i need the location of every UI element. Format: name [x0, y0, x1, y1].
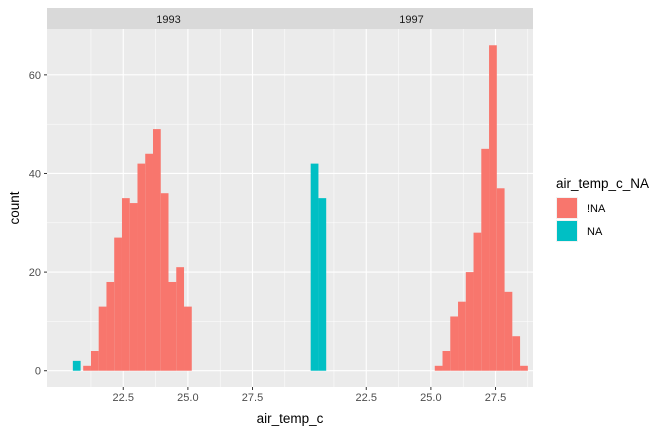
y-tick-label: 60	[29, 70, 41, 82]
y-tick-label: 0	[35, 366, 41, 378]
legend-key-swatch	[557, 198, 577, 218]
histogram-bar	[114, 237, 122, 371]
axes: 22.5 25.0 27.5 22.5 25.0 27.5 0 20 40 60	[29, 70, 506, 404]
legend-label: NA	[587, 226, 603, 238]
histogram-bar	[129, 203, 138, 371]
x-tick-label: 27.5	[485, 392, 506, 404]
histogram-bar	[481, 148, 490, 371]
histogram-bar	[450, 316, 459, 371]
legend-key-swatch	[557, 221, 577, 241]
facet-strip	[290, 8, 533, 29]
histogram-bar	[72, 360, 81, 371]
histogram-bar	[152, 129, 161, 371]
histogram-bar	[90, 351, 99, 371]
x-axis-title: air_temp_c	[257, 411, 324, 426]
histogram-bar	[434, 365, 443, 371]
histogram-bar	[318, 198, 327, 371]
y-axis-title: count	[7, 191, 22, 224]
histogram-bar	[473, 232, 482, 371]
histogram-bar	[465, 272, 474, 371]
histogram-bar	[176, 267, 185, 371]
y-tick-label: 40	[29, 168, 41, 180]
histogram-bar	[184, 306, 192, 371]
y-tick-label: 20	[29, 267, 41, 279]
facet-panel-1993: 1993	[47, 8, 290, 387]
histogram-bar	[160, 193, 169, 371]
histogram-bar	[310, 163, 319, 371]
x-tick-label: 25.0	[420, 392, 441, 404]
facet-strip-label: 1997	[399, 14, 423, 26]
facet-panel-1997: 1997	[290, 8, 533, 387]
histogram-bar	[512, 336, 521, 371]
facet-strip-label: 1993	[156, 14, 180, 26]
histogram-bar	[168, 281, 177, 371]
x-tick-label: 25.0	[177, 392, 198, 404]
x-tick-label: 27.5	[242, 392, 263, 404]
histogram-bar	[106, 281, 115, 371]
histogram-bar	[442, 351, 451, 371]
histogram-bar	[504, 291, 513, 371]
histogram-bar	[145, 153, 153, 371]
x-tick-label: 22.5	[113, 392, 134, 404]
histogram-bar	[520, 365, 528, 371]
legend: air_temp_c_NA !NA NA	[556, 176, 649, 242]
legend-title: air_temp_c_NA	[556, 176, 649, 191]
histogram-bar	[121, 198, 130, 371]
histogram-bar	[496, 188, 505, 371]
facet-strip	[47, 8, 290, 29]
legend-label: !NA	[587, 203, 606, 215]
histogram-bar	[98, 306, 107, 371]
histogram-bar	[137, 163, 146, 371]
x-tick-label: 22.5	[356, 392, 377, 404]
panels: 1993 1997	[47, 8, 533, 387]
histogram-bar	[489, 45, 497, 371]
histogram-bar	[458, 301, 466, 371]
histogram-bar	[83, 365, 91, 371]
